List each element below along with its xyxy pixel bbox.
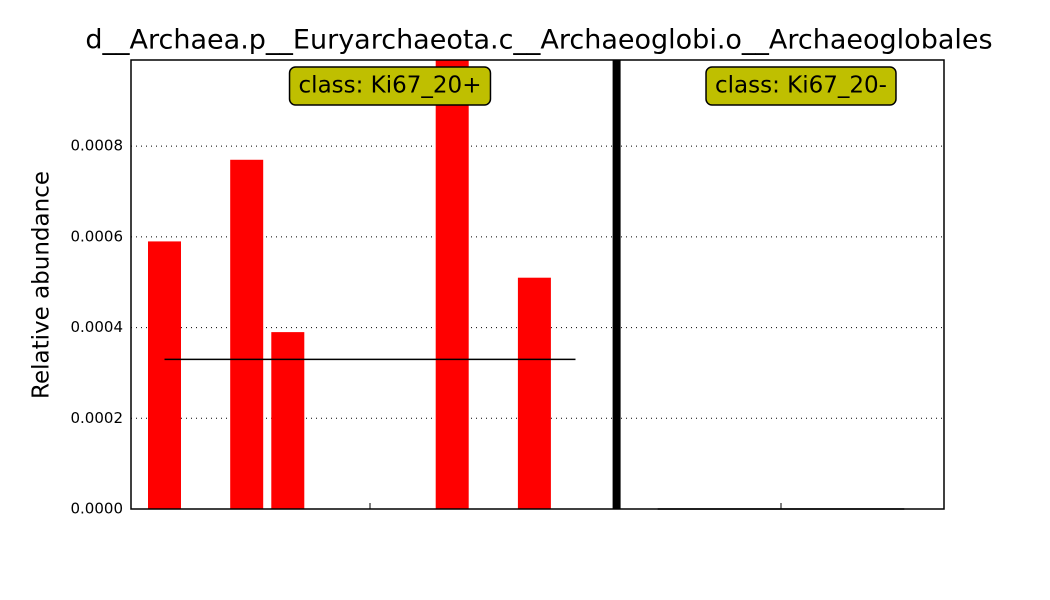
y-tick-label: 0.0006 bbox=[71, 227, 124, 245]
y-tick-label: 0.0004 bbox=[71, 318, 124, 336]
chart-title: d__Archaea.p__Euryarchaeota.c__Archaeogl… bbox=[85, 25, 992, 56]
class-label-box bbox=[288, 66, 492, 106]
class-separator bbox=[612, 60, 621, 509]
plot-frame bbox=[130, 59, 945, 510]
class-label-box bbox=[705, 66, 897, 106]
bar bbox=[435, 60, 469, 509]
y-tick-label: 0.0008 bbox=[71, 137, 124, 155]
bar bbox=[517, 277, 551, 509]
y-tick-label: 0.0000 bbox=[71, 500, 124, 518]
y-axis-label: Relative abundance bbox=[29, 171, 55, 399]
bar bbox=[271, 332, 305, 509]
y-tick-label: 0.0002 bbox=[71, 409, 124, 427]
bar bbox=[230, 159, 264, 509]
class-label: class: Ki67_20+ bbox=[299, 73, 482, 99]
bar bbox=[148, 241, 181, 509]
class-label: class: Ki67_20- bbox=[715, 73, 887, 99]
